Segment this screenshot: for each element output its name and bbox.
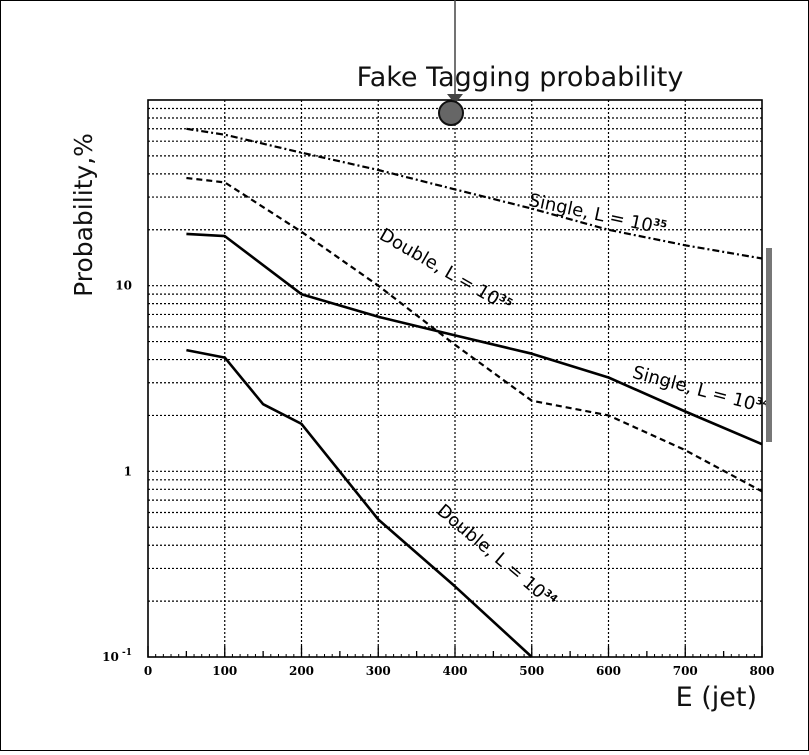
pointer-arrow: [447, 0, 463, 104]
chart-title: Fake Tagging probability: [357, 62, 684, 93]
x-tick-label: 700: [673, 664, 698, 678]
x-tick-label: 300: [366, 664, 391, 678]
y-tick-label: 1: [124, 464, 132, 478]
side-bar: [766, 248, 772, 442]
series-line: [186, 348, 533, 658]
y-tick-label: 10: [115, 279, 132, 293]
x-tick-label: 400: [442, 664, 467, 678]
x-tick-label: 200: [289, 664, 314, 678]
series-line: [186, 176, 763, 493]
x-tick-label: 100: [212, 664, 237, 678]
x-tick-label: 800: [749, 664, 774, 678]
series-layer: [186, 127, 763, 658]
series-line: [186, 127, 763, 260]
y-axis-label: Probability,%: [69, 133, 98, 297]
axes: [147, 99, 763, 658]
marker-dot: [438, 100, 464, 126]
x-tick-label: 500: [519, 664, 544, 678]
x-tick-label: 600: [596, 664, 621, 678]
x-axis-label: E (jet): [676, 682, 757, 713]
grid: [148, 100, 762, 657]
x-tick-label: 0: [144, 664, 152, 678]
series-line: [186, 232, 763, 446]
